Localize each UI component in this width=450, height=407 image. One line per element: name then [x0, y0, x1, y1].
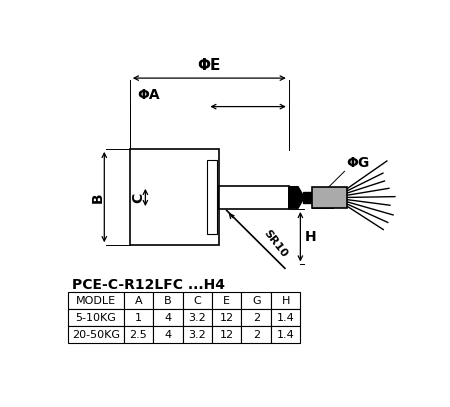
Text: 3.2: 3.2	[189, 330, 206, 339]
Bar	[153, 309, 183, 326]
Bar	[242, 326, 271, 343]
Polygon shape	[289, 187, 304, 208]
Bar	[312, 187, 347, 208]
Text: 1.4: 1.4	[277, 313, 294, 323]
Text: 2.5: 2.5	[130, 330, 147, 339]
Text: SR10: SR10	[262, 228, 289, 259]
Text: MODLE: MODLE	[76, 295, 116, 306]
Text: 1.4: 1.4	[277, 330, 294, 339]
Text: 5-10KG: 5-10KG	[75, 313, 116, 323]
Bar	[124, 326, 153, 343]
Bar	[212, 292, 242, 309]
Text: C: C	[194, 295, 201, 306]
Text: 20-50KG: 20-50KG	[72, 330, 120, 339]
Text: E: E	[223, 295, 230, 306]
Bar	[303, 192, 312, 203]
Text: 4: 4	[164, 313, 171, 323]
Text: 2: 2	[252, 330, 260, 339]
Text: H: H	[304, 230, 316, 244]
Bar	[207, 160, 217, 234]
Bar	[219, 186, 289, 209]
Text: A: A	[135, 295, 142, 306]
Bar	[153, 292, 183, 309]
Text: 12: 12	[220, 313, 234, 323]
Text: 2: 2	[252, 313, 260, 323]
Text: 4: 4	[164, 330, 171, 339]
Bar	[68, 326, 124, 343]
Text: C: C	[131, 193, 145, 203]
Text: H: H	[281, 295, 290, 306]
Bar	[242, 309, 271, 326]
Bar	[130, 149, 219, 245]
Bar	[124, 292, 153, 309]
Bar	[124, 309, 153, 326]
Bar	[153, 326, 183, 343]
Bar	[183, 326, 212, 343]
Bar	[242, 292, 271, 309]
Bar	[68, 292, 124, 309]
Bar	[183, 309, 212, 326]
Text: B: B	[164, 295, 171, 306]
Bar	[271, 292, 301, 309]
Text: 12: 12	[220, 330, 234, 339]
Bar	[183, 292, 212, 309]
Bar	[68, 309, 124, 326]
Bar	[212, 326, 242, 343]
Text: G: G	[252, 295, 261, 306]
Text: 1: 1	[135, 313, 142, 323]
Text: 3.2: 3.2	[189, 313, 206, 323]
Bar	[271, 326, 301, 343]
Text: B: B	[90, 192, 104, 203]
Text: ΦG: ΦG	[346, 156, 369, 170]
Text: ΦE: ΦE	[198, 59, 221, 74]
Bar	[212, 309, 242, 326]
Text: PCE-C-R12LFC ...H4: PCE-C-R12LFC ...H4	[72, 278, 225, 292]
Bar	[271, 309, 301, 326]
Text: ΦA: ΦA	[138, 88, 160, 102]
